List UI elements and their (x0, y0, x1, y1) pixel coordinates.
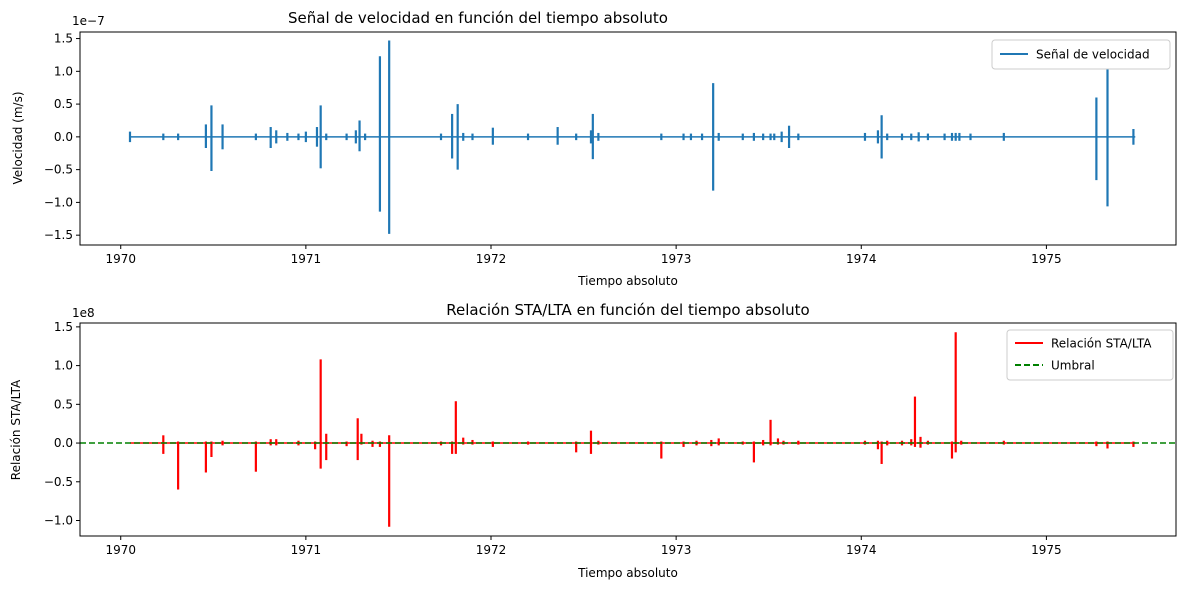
velocity-chart-title: Señal de velocidad en función del tiempo… (288, 9, 668, 27)
sta-lta-chart-title: Relación STA/LTA en función del tiempo a… (446, 301, 810, 319)
velocity-x-tick-label: 1975 (1031, 252, 1062, 266)
sta-lta-y-ticks: −1.0 −0.5 0.0 0.5 1.0 1.5 (44, 320, 80, 528)
sta-lta-chart: Relación STA/LTA en función del tiempo a… (9, 301, 1177, 580)
sta-lta-legend-label: Relación STA/LTA (1051, 337, 1152, 351)
velocity-axes-frame (79, 31, 1177, 246)
threshold-legend-label: Umbral (1051, 359, 1095, 373)
velocity-y-tick-label: 1.5 (54, 32, 73, 46)
sta-lta-x-axis-label: Tiempo absoluto (577, 566, 678, 580)
velocity-x-tick-label: 1971 (291, 252, 322, 266)
sta-lta-legend: Relación STA/LTA Umbral (1006, 329, 1174, 381)
velocity-y-tick-label: −1.5 (44, 228, 73, 242)
sta-lta-plot-area (80, 332, 1176, 527)
velocity-y-offset-label: 1e−7 (72, 14, 105, 28)
velocity-y-tick-label: −0.5 (44, 163, 73, 177)
velocity-legend-label: Señal de velocidad (1036, 48, 1150, 62)
sta-lta-y-tick-label: −1.0 (44, 514, 73, 528)
velocity-legend: Señal de velocidad (991, 39, 1171, 70)
sta-lta-x-tick-label: 1974 (846, 543, 877, 557)
sta-lta-x-tick-label: 1973 (661, 543, 692, 557)
sta-lta-y-offset-label: 1e8 (72, 306, 95, 320)
velocity-y-axis-label: Velocidad (m/s) (11, 91, 25, 184)
velocity-chart: Señal de velocidad en función del tiempo… (11, 9, 1177, 288)
sta-lta-y-tick-label: 0.0 (54, 436, 73, 450)
sta-lta-x-tick-label: 1972 (476, 543, 507, 557)
velocity-legend-box (991, 39, 1171, 70)
velocity-x-tick-label: 1970 (105, 252, 136, 266)
velocity-y-tick-label: 1.0 (54, 64, 73, 78)
sta-lta-y-tick-label: 1.5 (54, 320, 73, 334)
velocity-x-ticks: 1970 1971 1972 1973 1974 1975 (105, 245, 1062, 266)
sta-lta-y-tick-label: 0.5 (54, 397, 73, 411)
velocity-y-ticks: −1.5 −1.0 −0.5 0.0 0.5 1.0 1.5 (44, 32, 80, 242)
sta-lta-y-tick-label: 1.0 (54, 359, 73, 373)
velocity-x-tick-label: 1974 (846, 252, 877, 266)
velocity-y-tick-label: 0.0 (54, 130, 73, 144)
sta-lta-y-tick-label: −0.5 (44, 475, 73, 489)
velocity-x-tick-label: 1972 (476, 252, 507, 266)
sta-lta-legend-box (1006, 329, 1174, 381)
sta-lta-x-tick-label: 1975 (1031, 543, 1062, 557)
sta-lta-x-tick-label: 1971 (291, 543, 322, 557)
velocity-plot-area (128, 40, 1136, 234)
sta-lta-x-tick-label: 1970 (105, 543, 136, 557)
velocity-x-axis-label: Tiempo absoluto (577, 274, 678, 288)
velocity-y-tick-label: 0.5 (54, 97, 73, 111)
sta-lta-y-axis-label: Relación STA/LTA (9, 379, 23, 480)
velocity-y-tick-label: −1.0 (44, 195, 73, 209)
velocity-x-tick-label: 1973 (661, 252, 692, 266)
sta-lta-x-ticks: 1970 1971 1972 1973 1974 1975 (105, 536, 1062, 557)
sta-lta-axes-frame (79, 322, 1177, 537)
